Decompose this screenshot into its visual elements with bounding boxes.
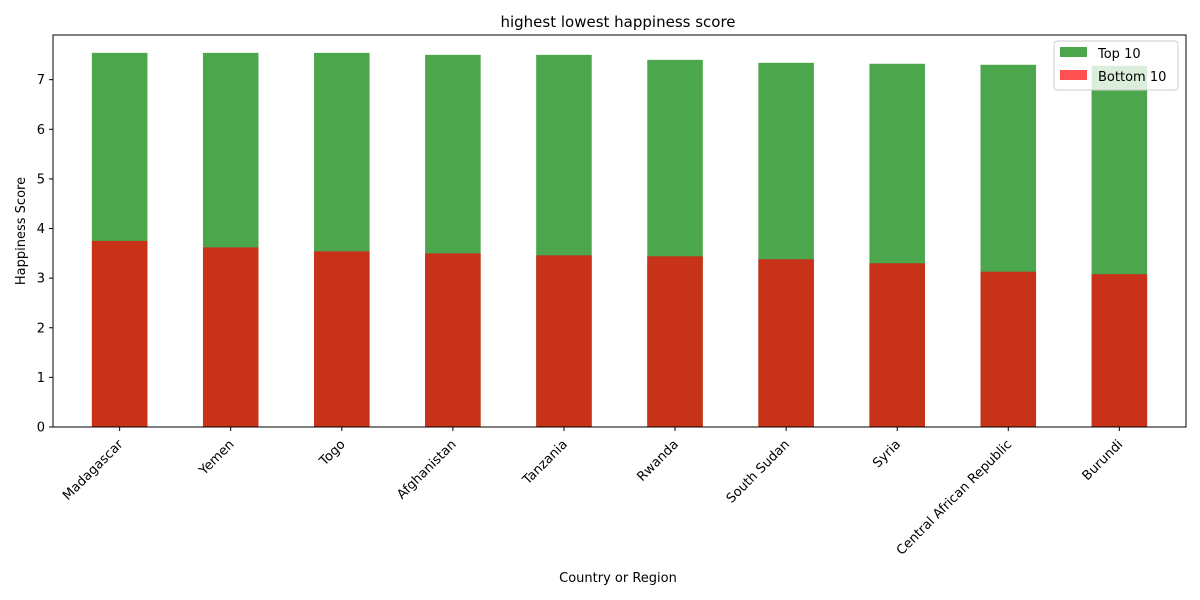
legend-label-top-10: Top 10: [1097, 47, 1141, 62]
bar-bottom-10-madagascar: [91, 240, 148, 427]
x-tick-label-south-sudan: South Sudan: [724, 437, 793, 506]
bar-bottom-10-yemen: [202, 247, 259, 427]
bar-bottom-10-syria: [869, 263, 925, 427]
y-tick-label: 7: [37, 73, 45, 88]
y-axis: 0 1 2 3 4 5 6 7: [37, 73, 53, 436]
legend-label-bottom-10: Bottom 10: [1098, 70, 1166, 85]
x-tick-label-tanzania: Tanzania: [519, 437, 570, 488]
chart-title: highest lowest happiness score: [500, 13, 735, 31]
legend: Top 10 Bottom 10: [1053, 40, 1179, 91]
bar-bottom-10-tanzania: [536, 255, 592, 427]
x-tick-label-rwanda: Rwanda: [634, 437, 681, 484]
bar-bottom-10-afghanistan: [425, 253, 481, 427]
legend-swatch-bottom-10: [1060, 70, 1087, 80]
x-tick-label-syria: Syria: [870, 437, 904, 471]
y-axis-label: Happiness Score: [14, 177, 29, 285]
y-tick-label: 3: [37, 272, 45, 287]
legend-swatch-top-10: [1060, 47, 1087, 57]
y-tick-label: 6: [37, 123, 45, 138]
bar-bottom-10-togo: [314, 251, 370, 427]
bar-bottom-10-central-african-republic: [980, 271, 1037, 427]
x-tick-label-togo: Togo: [316, 437, 348, 469]
x-axis-label: Country or Region: [559, 571, 677, 586]
y-tick-label: 2: [37, 321, 45, 336]
y-tick-label: 5: [37, 172, 45, 187]
bar-bottom-10-burundi: [1091, 274, 1148, 427]
y-tick-label: 1: [37, 371, 45, 386]
x-tick-label-madagascar: Madagascar: [60, 437, 127, 504]
x-tick-label-yemen: Yemen: [196, 437, 238, 479]
x-tick-label-afghanistan: Afghanistan: [394, 437, 459, 502]
x-tick-label-burundi: Burundi: [1080, 437, 1127, 484]
bar-bottom-10-rwanda: [647, 256, 703, 427]
x-axis: Madagascar Yemen Togo Afghanistan Tanzania Rw…: [60, 427, 1126, 558]
x-tick-label-central-african-republic: Central African Republic: [894, 437, 1015, 558]
y-tick-label: 4: [37, 222, 45, 237]
bottom-10-bars: [91, 240, 1148, 427]
bar-bottom-10-south-sudan: [758, 259, 814, 427]
y-tick-label: 0: [37, 421, 45, 436]
plot-frame: [52, 34, 1187, 428]
